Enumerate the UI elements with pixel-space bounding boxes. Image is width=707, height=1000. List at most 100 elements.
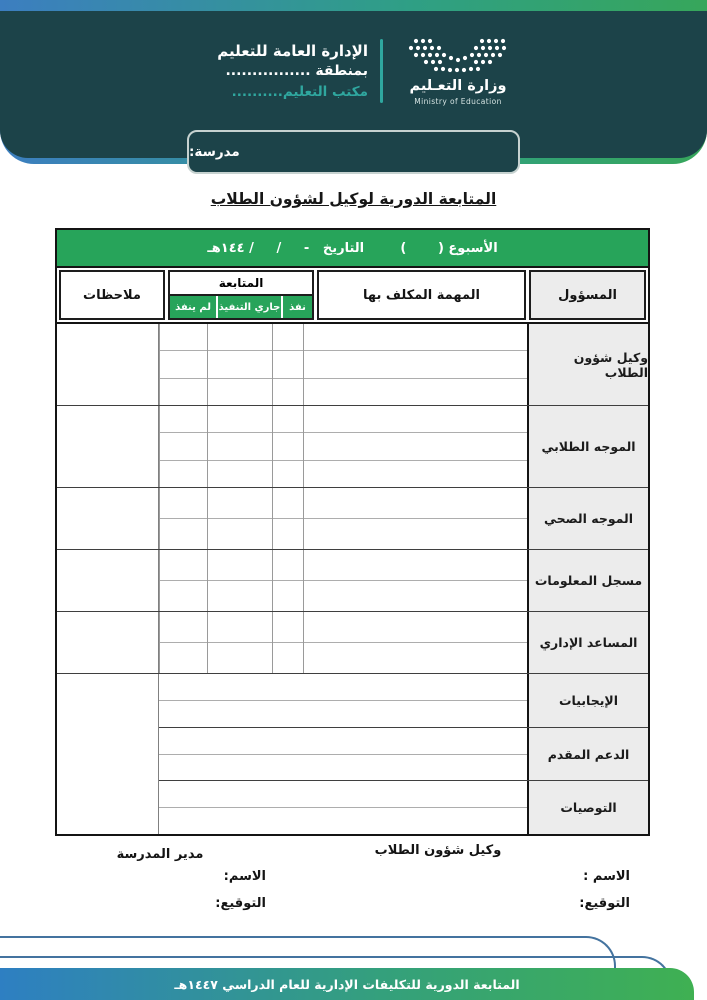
section-administrative-assistant: المساعد الإداري bbox=[57, 612, 648, 674]
in-progress-cell[interactable] bbox=[208, 519, 272, 549]
not-done-cell[interactable] bbox=[160, 488, 207, 519]
done-column bbox=[272, 550, 303, 611]
done-cell[interactable] bbox=[273, 550, 303, 581]
header-followup: المتابعة bbox=[170, 272, 312, 296]
not-done-column bbox=[159, 612, 207, 673]
ministry-name-arabic: وزارة التعـليم bbox=[409, 78, 507, 94]
done-cell[interactable] bbox=[273, 324, 303, 352]
in-progress-cell[interactable] bbox=[208, 461, 272, 487]
task-cell[interactable] bbox=[304, 406, 527, 434]
section-recommendations: التوصيات bbox=[159, 781, 648, 835]
org-line-2: بمنطقة ................ bbox=[225, 63, 368, 80]
in-progress-cell[interactable] bbox=[208, 351, 272, 379]
followup-table: الأسبوع ( ) التاريخ - / / ١٤٤هـ المسؤول … bbox=[55, 228, 650, 836]
in-progress-cell[interactable] bbox=[208, 643, 272, 673]
deputy-signature-label: التوقيع: bbox=[579, 896, 630, 911]
task-cell[interactable] bbox=[304, 550, 527, 581]
done-cell[interactable] bbox=[273, 461, 303, 487]
summary-line-cell[interactable] bbox=[159, 701, 527, 727]
not-done-cell[interactable] bbox=[160, 581, 207, 611]
in-progress-cell[interactable] bbox=[208, 488, 272, 519]
not-done-cell[interactable] bbox=[160, 324, 207, 352]
week-date-bar[interactable]: الأسبوع ( ) التاريخ - / / ١٤٤هـ bbox=[57, 230, 648, 268]
in-progress-cell[interactable] bbox=[208, 406, 272, 434]
notes-cell[interactable] bbox=[57, 550, 159, 611]
school-name-field[interactable]: مدرسة: bbox=[187, 130, 520, 174]
not-done-column bbox=[159, 550, 207, 611]
org-line-3: مكتب التعليم.......... bbox=[231, 83, 368, 100]
summary-sections: الإيجابيات الدعم المقدم التوصيات bbox=[57, 674, 648, 835]
responsible-label: مسجل المعلومات bbox=[527, 550, 648, 611]
in-progress-cell[interactable] bbox=[208, 581, 272, 611]
logo-divider bbox=[380, 38, 383, 103]
notes-cell-tall[interactable] bbox=[57, 674, 159, 834]
done-cell[interactable] bbox=[273, 379, 303, 405]
task-column bbox=[303, 612, 527, 673]
done-cell[interactable] bbox=[273, 643, 303, 673]
not-done-cell[interactable] bbox=[160, 461, 207, 487]
done-cell[interactable] bbox=[273, 612, 303, 643]
summary-line-cell[interactable] bbox=[159, 755, 527, 781]
in-progress-cell[interactable] bbox=[208, 612, 272, 643]
school-label: مدرسة: bbox=[189, 144, 240, 160]
done-cell[interactable] bbox=[273, 488, 303, 519]
task-cell[interactable] bbox=[304, 612, 527, 643]
done-column bbox=[272, 488, 303, 549]
not-done-cell[interactable] bbox=[160, 379, 207, 405]
table-header-row: المسؤول المهمة المكلف بها المتابعة نفذ ج… bbox=[57, 268, 648, 324]
signature-title-deputy: وكيل شؤون الطلاب bbox=[374, 843, 502, 858]
header-task: المهمة المكلف بها bbox=[317, 270, 526, 320]
responsible-label: الموجه الصحي bbox=[527, 488, 648, 549]
not-done-cell[interactable] bbox=[160, 643, 207, 673]
summary-line-cell[interactable] bbox=[159, 674, 527, 701]
in-progress-cell[interactable] bbox=[208, 433, 272, 461]
done-cell[interactable] bbox=[273, 406, 303, 434]
table-body: وكيل شؤون الطلاب الموجه الطلابي bbox=[57, 324, 648, 835]
header-responsible: المسؤول bbox=[529, 270, 646, 320]
task-cell[interactable] bbox=[304, 324, 527, 352]
in-progress-column bbox=[207, 488, 272, 549]
notes-cell[interactable] bbox=[57, 612, 159, 673]
done-cell[interactable] bbox=[273, 519, 303, 549]
header-notes: ملاحظات bbox=[59, 270, 165, 320]
section-support-provided: الدعم المقدم bbox=[159, 727, 648, 782]
in-progress-column bbox=[207, 550, 272, 611]
notes-cell[interactable] bbox=[57, 406, 159, 487]
ministry-name-english: Ministry of Education bbox=[414, 96, 502, 106]
task-cell[interactable] bbox=[304, 433, 527, 461]
section-information-registrar: مسجل المعلومات bbox=[57, 550, 648, 612]
org-text-block: الإدارة العامة للتعليم بمنطقة ..........… bbox=[188, 40, 368, 102]
summary-line-cell[interactable] bbox=[159, 808, 527, 834]
task-cell[interactable] bbox=[304, 461, 527, 487]
not-done-cell[interactable] bbox=[160, 612, 207, 643]
task-cell[interactable] bbox=[304, 379, 527, 405]
not-done-cell[interactable] bbox=[160, 351, 207, 379]
summary-line-cell[interactable] bbox=[159, 781, 527, 809]
not-done-cell[interactable] bbox=[160, 550, 207, 581]
task-cell[interactable] bbox=[304, 351, 527, 379]
task-cell[interactable] bbox=[304, 488, 527, 519]
summary-line-cell[interactable] bbox=[159, 728, 527, 755]
not-done-cell[interactable] bbox=[160, 433, 207, 461]
notes-cell[interactable] bbox=[57, 488, 159, 549]
task-cell[interactable] bbox=[304, 581, 527, 611]
section-health-counselor: الموجه الصحي bbox=[57, 488, 648, 550]
not-done-cell[interactable] bbox=[160, 406, 207, 434]
in-progress-cell[interactable] bbox=[208, 324, 272, 352]
org-line-1: الإدارة العامة للتعليم bbox=[217, 41, 368, 60]
task-cell[interactable] bbox=[304, 643, 527, 673]
done-column bbox=[272, 324, 303, 405]
summary-label: الإيجابيات bbox=[527, 674, 648, 727]
task-cell[interactable] bbox=[304, 519, 527, 549]
done-cell[interactable] bbox=[273, 581, 303, 611]
notes-cell[interactable] bbox=[57, 324, 159, 405]
ministry-brand: وزارة التعـليم Ministry of Education الإ… bbox=[188, 36, 521, 106]
done-cell[interactable] bbox=[273, 433, 303, 461]
done-cell[interactable] bbox=[273, 351, 303, 379]
not-done-cell[interactable] bbox=[160, 519, 207, 549]
in-progress-cell[interactable] bbox=[208, 550, 272, 581]
in-progress-cell[interactable] bbox=[208, 379, 272, 405]
responsible-label: المساعد الإداري bbox=[527, 612, 648, 673]
signature-title-principal: مدير المدرسة bbox=[116, 847, 204, 862]
